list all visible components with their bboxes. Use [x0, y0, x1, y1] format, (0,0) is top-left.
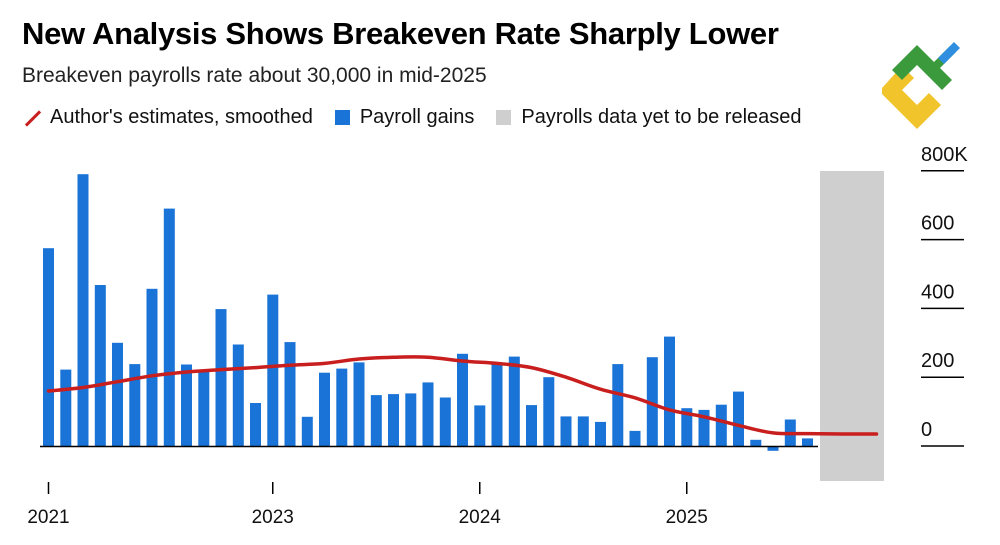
bar [422, 382, 434, 446]
y-tick-label: 600 [921, 213, 954, 235]
bar [508, 356, 520, 446]
legend-shade-label: Payrolls data yet to be released [521, 106, 802, 128]
legend-item-line: Author's estimates, smoothed [22, 106, 313, 129]
bar [163, 208, 175, 446]
bar [612, 364, 624, 446]
x-tick-label: 2025 [666, 507, 708, 528]
bar [629, 430, 641, 446]
x-tick-label: 2023 [252, 507, 294, 528]
y-tick-label: 400 [921, 281, 954, 303]
bar [250, 403, 261, 446]
chart-subtitle: Breakeven payrolls rate about 30,000 in … [22, 64, 487, 87]
y-tick-label: 0 [921, 419, 932, 441]
bar [750, 439, 762, 446]
legend-item-shade: Payrolls data yet to be released [496, 106, 802, 129]
legend-item-bars: Payroll gains [334, 106, 475, 129]
legend-line-label: Author's estimates, smoothed [50, 106, 313, 128]
bar [319, 372, 330, 446]
x-tick-label: 2021 [27, 507, 69, 528]
bar [198, 370, 210, 446]
legend: Author's estimates, smoothed Payroll gai… [22, 106, 824, 129]
bar [733, 391, 744, 446]
bar [698, 409, 710, 446]
shaded-region [820, 171, 884, 481]
bar [284, 342, 296, 446]
y-tick-label: 200 [921, 350, 954, 372]
bar [112, 342, 123, 446]
bar [715, 404, 727, 446]
bar [474, 405, 486, 446]
bar [543, 377, 555, 446]
bar [646, 357, 658, 446]
bar [232, 344, 244, 446]
bar [802, 438, 813, 446]
bar [43, 248, 54, 446]
bar [457, 353, 468, 446]
bar [370, 395, 382, 446]
bar [94, 285, 106, 446]
bar [560, 416, 572, 446]
bar [439, 397, 451, 446]
bar [77, 174, 89, 446]
brand-logo-icon [882, 42, 960, 129]
chart-title: New Analysis Shows Breakeven Rate Sharpl… [22, 16, 779, 51]
bar [526, 405, 537, 446]
bar [491, 363, 503, 446]
bar [215, 309, 227, 446]
bar [267, 294, 279, 446]
bar [767, 446, 779, 451]
bar [353, 362, 365, 446]
bar [577, 416, 589, 446]
estimate-line [46, 355, 879, 436]
bar [181, 364, 192, 446]
bar [146, 288, 158, 446]
legend-bar-label: Payroll gains [359, 106, 475, 128]
bar [664, 336, 675, 446]
x-tick-label: 2024 [459, 507, 502, 528]
bar [129, 364, 141, 446]
bar [405, 393, 417, 446]
bar [301, 416, 313, 446]
legend-shade-swatch [496, 110, 512, 125]
bar [388, 394, 399, 446]
y-tick-label: 800K [921, 144, 968, 166]
bar [681, 408, 693, 446]
bar [336, 368, 348, 446]
legend-bar-swatch [334, 110, 350, 125]
bar [60, 369, 72, 446]
bar [595, 421, 606, 446]
